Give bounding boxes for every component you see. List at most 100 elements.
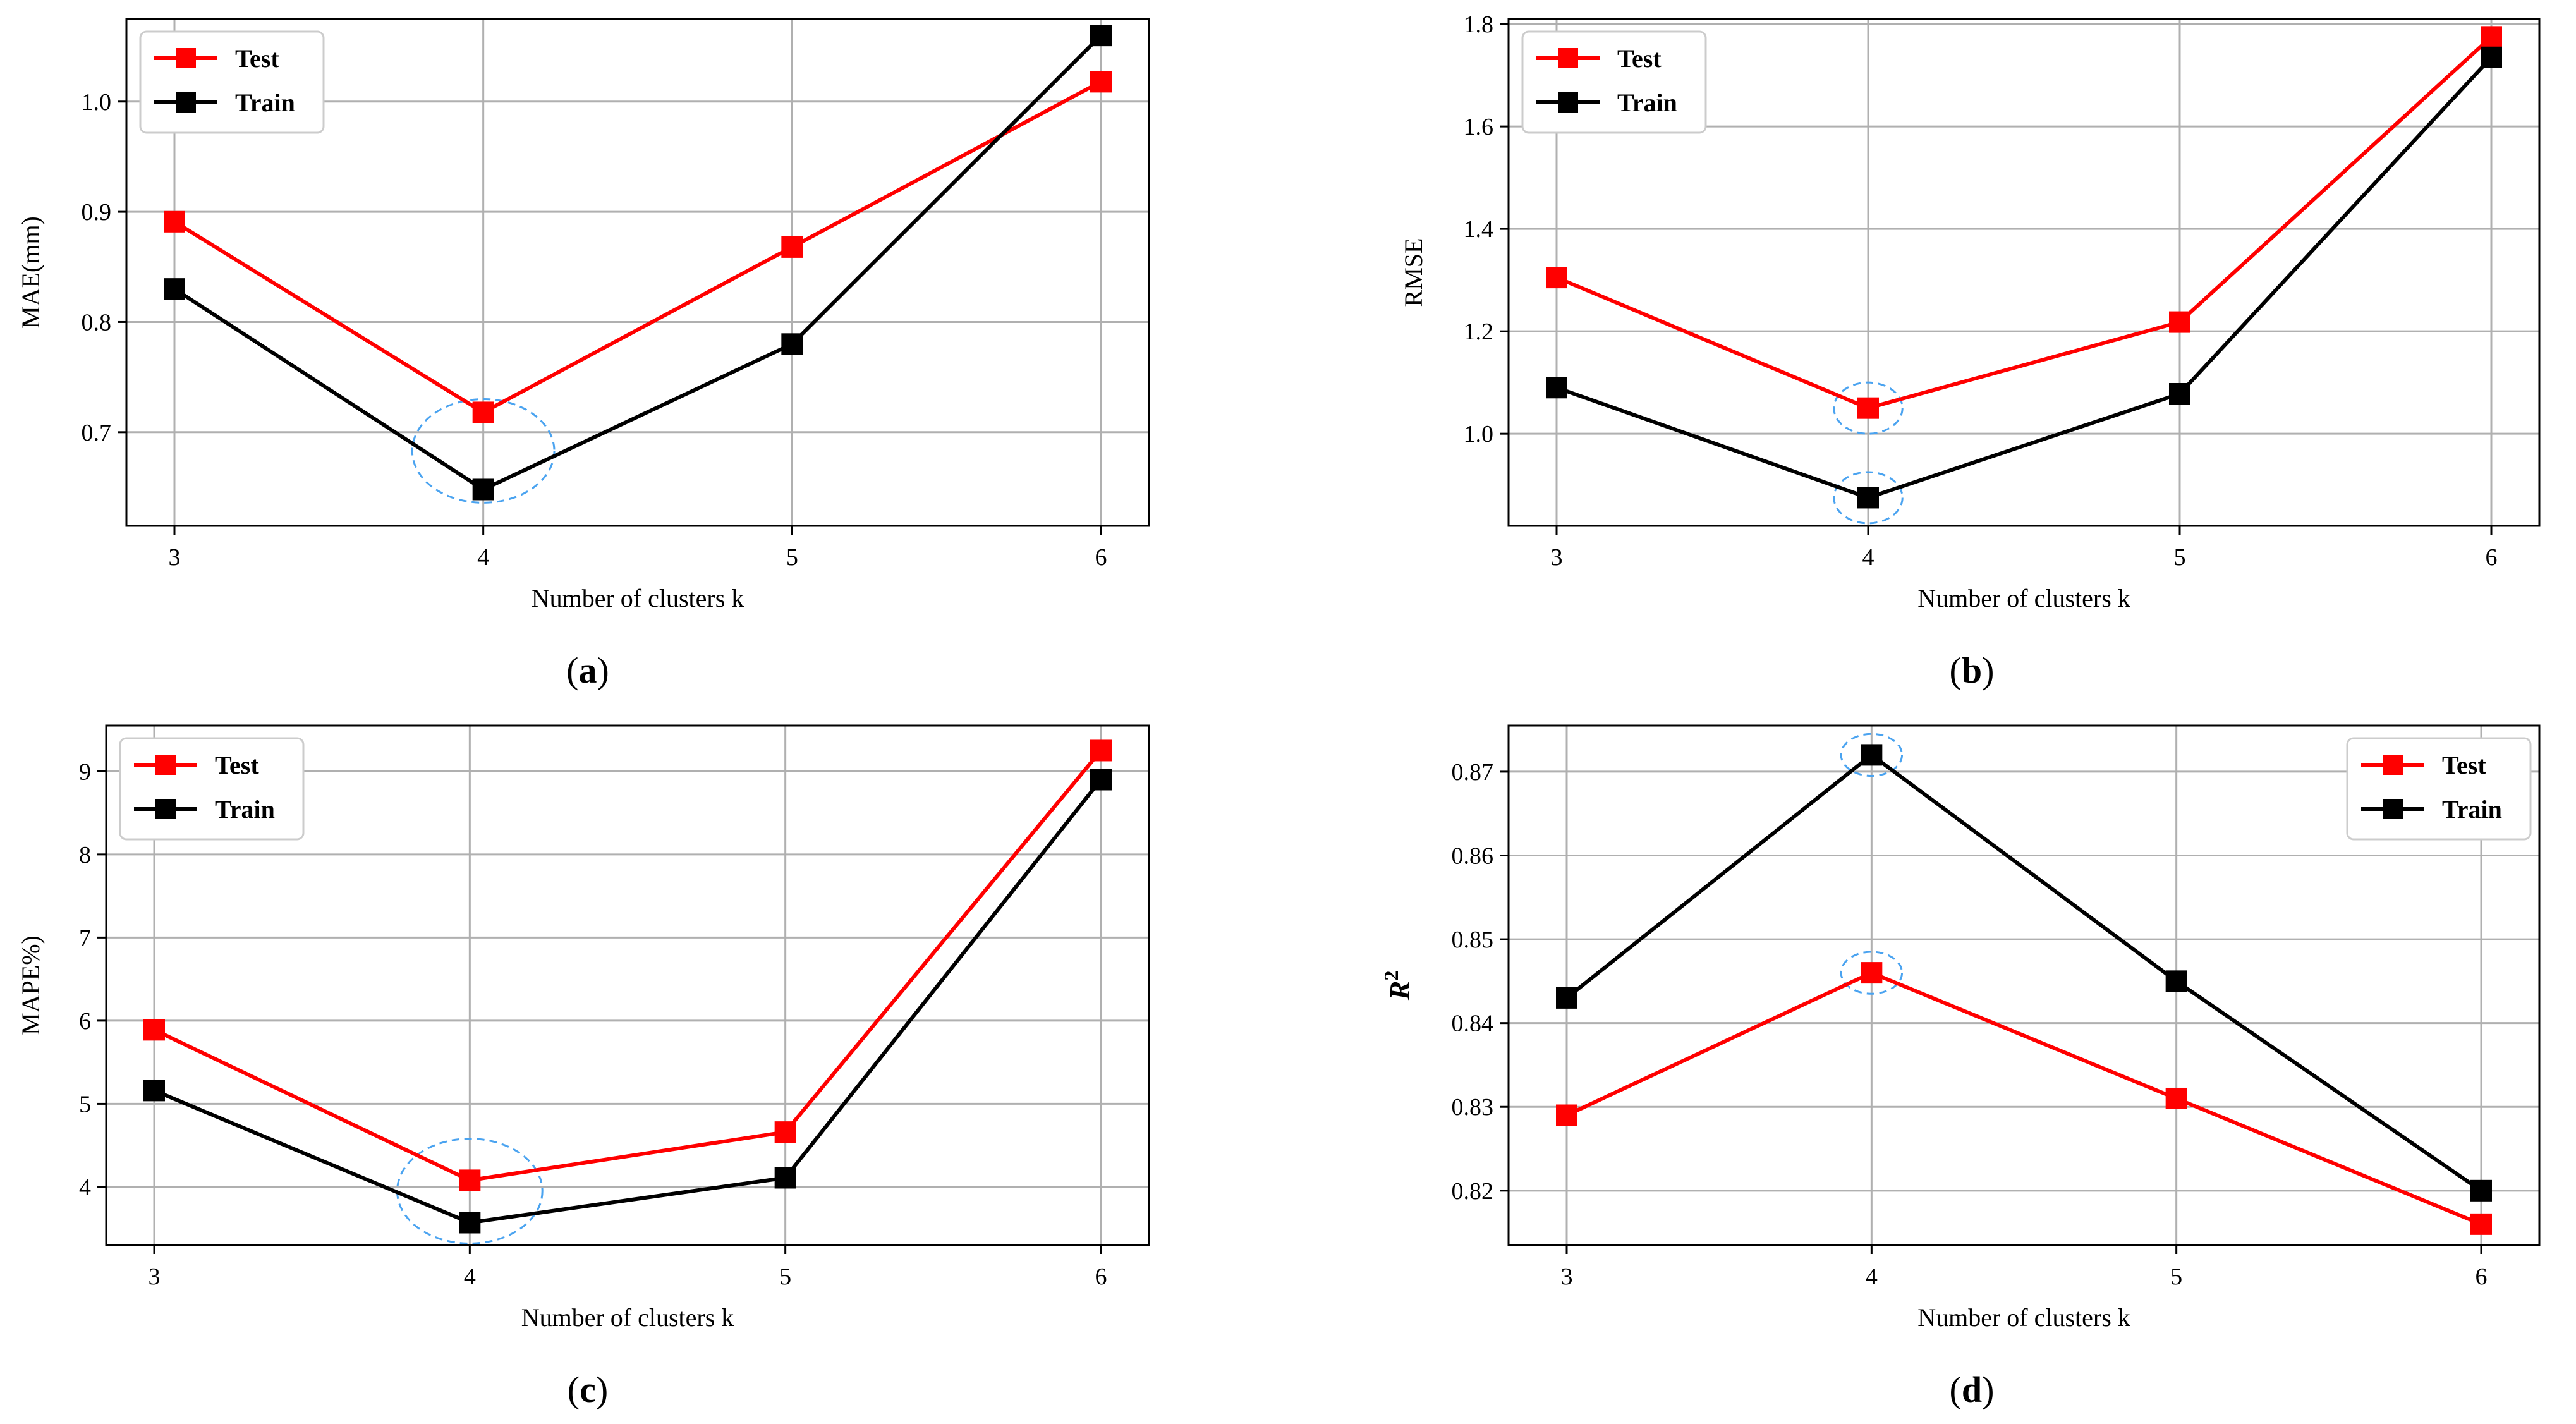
data-point-train [1556,987,1577,1009]
x-axis-title: Number of clusters k [1917,1303,2130,1332]
data-point-train [2165,970,2187,992]
data-point-train [1090,769,1112,791]
data-point-train [1857,487,1879,509]
chart-d: 3 4 5 6 0.82 0.83 0.84 0.85 0.86 0.87 Test Train Num… [1380,724,2541,1410]
subplot-caption: (c) [568,1369,608,1410]
data-point-train [459,1212,481,1234]
legend-label-train: Train [1617,88,1677,117]
plot-frame [1507,18,2541,527]
legend: Test Train [139,30,325,134]
data-point-test [1090,739,1112,762]
data-point-train [472,478,494,501]
legend: Test Train [1521,30,1707,134]
legend-label-test: Test [2442,751,2486,779]
data-point-test [2481,26,2502,48]
x-tick-label: 3 [169,544,181,571]
series-line-test [1555,35,2493,410]
x-tick-label: 5 [786,544,798,571]
legend-label-test: Test [235,44,279,73]
y-tick-label: 0.84 [1452,1011,1494,1037]
data-point-test [2169,311,2190,333]
legend-box [139,30,325,134]
y-tick-label: 1.0 [1464,421,1494,447]
y-tick-label: 4 [79,1174,91,1201]
x-tick-label: 6 [2486,544,2498,571]
legend-marker-test [176,48,196,68]
y-axis-title: RMSE [1399,238,1428,307]
data-point-test [2165,1087,2187,1109]
data-point-test [781,236,803,258]
legend: Test Train [2346,737,2532,841]
subplot-caption: (b) [1950,650,1995,691]
data-point-test [1090,71,1112,93]
data-point-test [1857,397,1879,419]
x-tick-label: 5 [779,1263,791,1290]
data-point-train [2470,1179,2492,1202]
y-tick-label: 5 [79,1091,91,1117]
x-tick-label: 6 [1095,1263,1107,1290]
chart-b: 3 4 5 6 1.0 1.2 1.4 1.6 1.8 Test Train Number of cl… [1399,11,2541,691]
x-axis-title: Number of clusters k [521,1303,734,1332]
y-tick-label: 9 [79,758,91,785]
legend-label-train: Train [2442,795,2502,824]
y-tick-label: 0.7 [82,420,112,446]
legend: Test Train [119,737,305,841]
legend-marker-test [155,755,176,775]
y-tick-label: 1.6 [1464,114,1494,140]
highlight-ellipse [1833,381,1904,435]
y-tick-label: 0.85 [1452,927,1494,953]
data-point-test [1861,962,1883,984]
legend-box [1521,30,1707,134]
data-point-test [1556,1104,1577,1126]
data-point-train [2169,382,2190,405]
highlight-ellipse [1833,471,1904,525]
highlight-ellipse [1840,733,1904,777]
x-tick-label: 4 [1866,1263,1878,1290]
series-line-test [173,80,1102,415]
series-line-train [1556,56,2493,500]
data-point-train [781,333,803,355]
highlight-ellipse [411,398,556,504]
data-point-test [472,401,494,423]
data-point-test [774,1121,796,1143]
legend-box [2346,737,2532,841]
y-tick-label: 0.9 [82,199,112,226]
legend-marker-test [2383,755,2403,775]
y-tick-label: 0.8 [82,309,112,336]
legend-label-test: Test [215,751,259,779]
x-axis-title: Number of clusters k [532,584,744,612]
data-point-test [459,1169,481,1191]
x-tick-label: 4 [477,544,489,571]
x-tick-label: 6 [2476,1263,2488,1290]
series-line-train [1565,753,2482,1193]
x-tick-label: 4 [464,1263,476,1290]
y-tick-label: 8 [79,842,91,868]
x-axis-title: Number of clusters k [1917,584,2130,612]
chart-c: 3 4 5 6 4 5 6 7 8 9 Test Train Number of clusters k M… [16,724,1150,1410]
y-tick-label: 1.8 [1464,11,1494,38]
highlight-ellipse [396,1138,544,1244]
data-point-test [143,1019,165,1041]
y-tick-label: 0.82 [1452,1178,1494,1205]
series-line-train [153,778,1103,1225]
x-tick-label: 3 [1551,544,1563,571]
y-tick-label: 0.86 [1452,843,1494,870]
x-tick-label: 5 [2170,1263,2182,1290]
data-point-train [774,1167,796,1189]
legend-marker-train [176,92,196,113]
y-tick-label: 1.4 [1464,216,1494,243]
data-point-test [164,210,185,233]
y-tick-label: 0.83 [1452,1094,1494,1121]
highlight-ellipse [1840,951,1904,995]
x-tick-label: 4 [1862,544,1874,571]
data-point-train [164,278,185,300]
x-tick-label: 6 [1095,544,1107,571]
y-tick-label: 1.2 [1464,319,1494,345]
x-tick-label: 3 [149,1263,161,1290]
y-tick-label: 6 [79,1008,91,1035]
y-axis-title: MAE(mm) [16,216,45,329]
data-point-test [1546,267,1567,289]
series-line-train [173,34,1103,492]
data-point-train [1546,377,1567,399]
